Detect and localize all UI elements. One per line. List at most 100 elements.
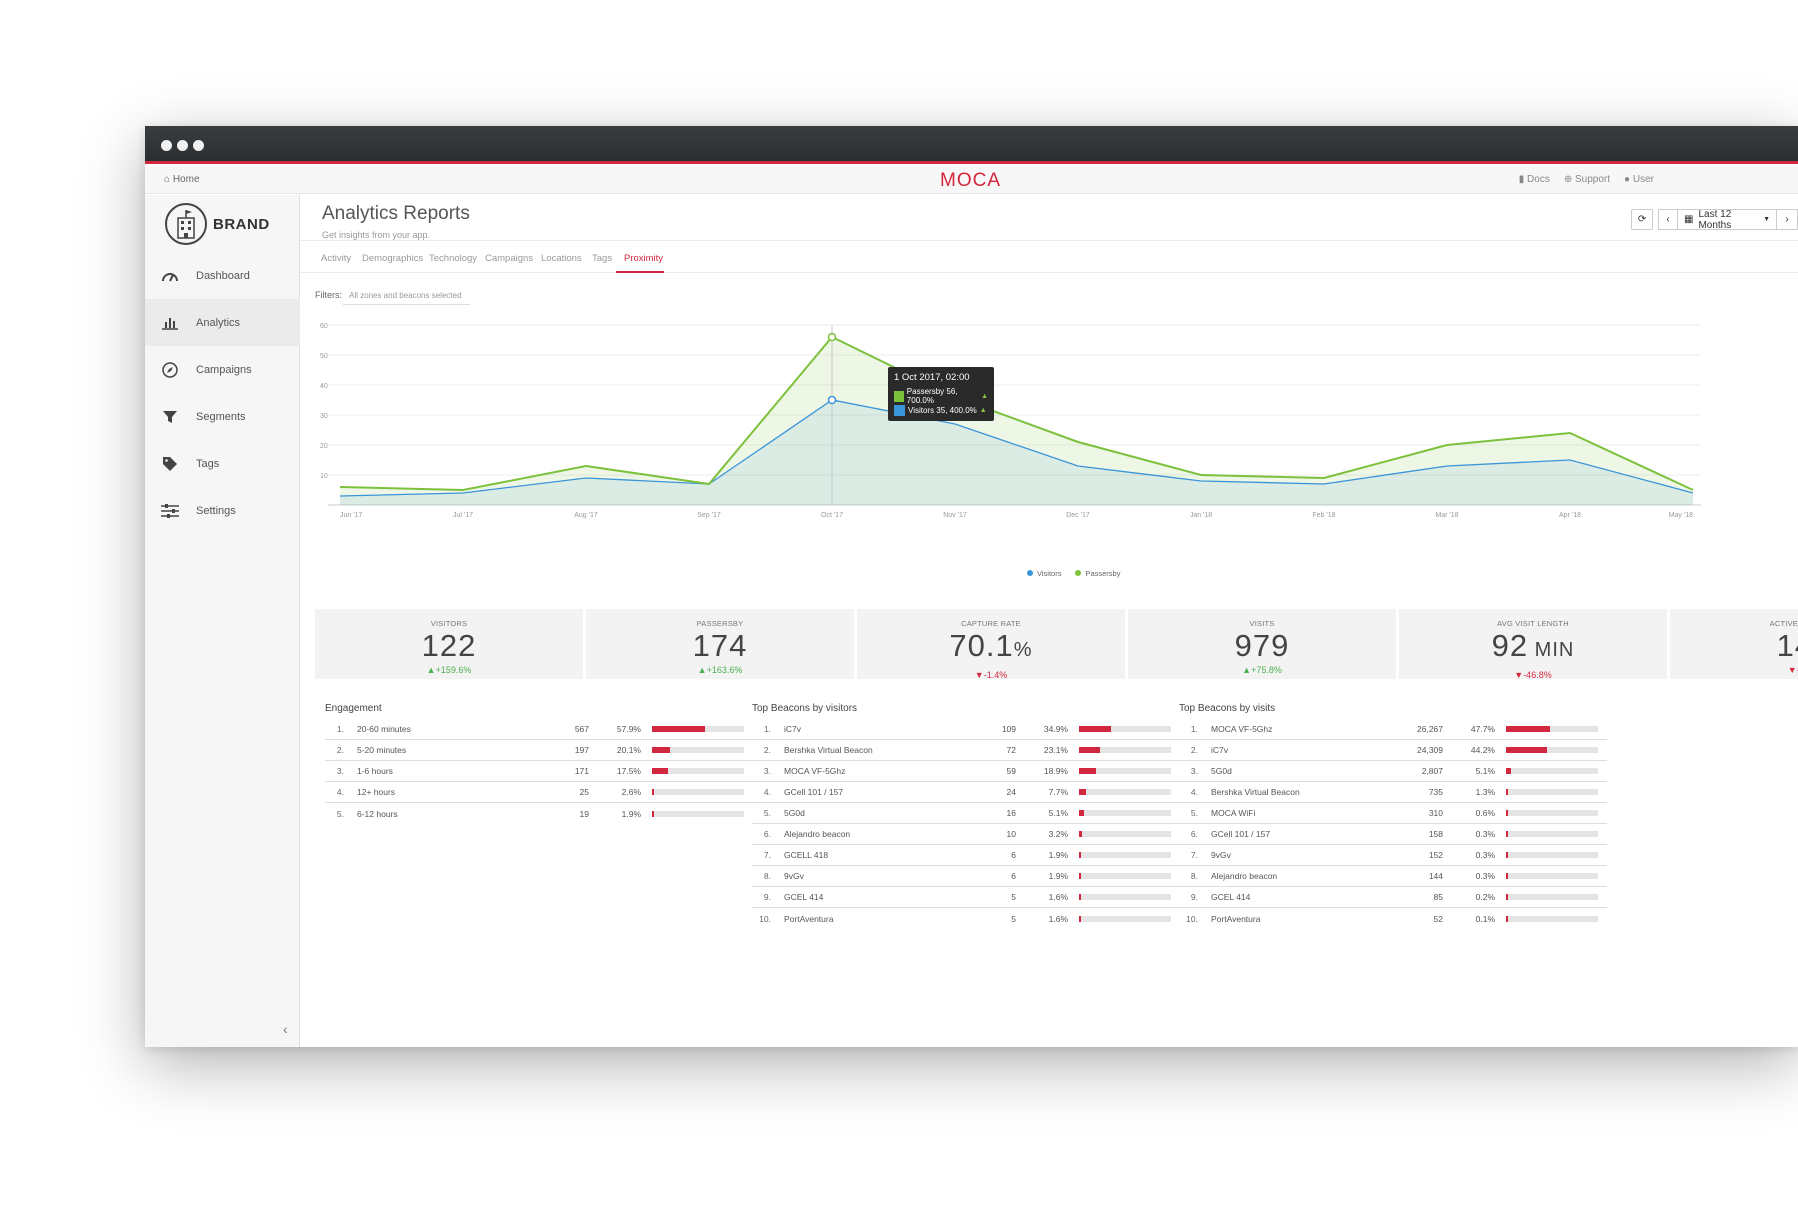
row-rank: 5.: [1190, 808, 1198, 818]
row-count: 144: [1428, 871, 1443, 881]
table-row: 5. 6-12 hours 19 1.9%: [325, 803, 753, 824]
row-name: MOCA VF-5Ghz: [1211, 724, 1273, 734]
table-row: 8. 9vGv 6 1.9%: [752, 866, 1180, 887]
brand-name: BRAND: [213, 215, 270, 233]
tab-locations[interactable]: Locations: [541, 253, 582, 264]
tab-demographics[interactable]: Demographics: [362, 253, 424, 264]
sidebar-item-campaigns[interactable]: Campaigns: [145, 346, 300, 393]
tab-campaigns[interactable]: Campaigns: [485, 253, 534, 264]
sidebar-item-segments[interactable]: Segments: [145, 393, 300, 440]
tag-icon: [161, 456, 179, 472]
row-name: 9vGv: [784, 871, 804, 881]
legend-dot-icon: [1075, 570, 1082, 576]
progress-bar-fill: [1506, 789, 1508, 795]
row-rank: 4.: [1190, 787, 1198, 797]
docs-link[interactable]: ▮ Docs: [1518, 174, 1550, 185]
sidebar-item-dashboard[interactable]: Dashboard: [145, 252, 300, 299]
row-percent: 17.5%: [616, 766, 641, 776]
chevron-left-icon: ‹: [1666, 214, 1670, 225]
row-rank: 2.: [336, 745, 344, 755]
row-name: 9vGv: [1211, 850, 1231, 860]
row-name: MOCA WiFi: [1211, 808, 1256, 818]
report-tabs: Activity Demographics Technology Campaig…: [300, 240, 1798, 273]
kpi-label: ACTIVE BEACONS: [1769, 619, 1798, 628]
kpi-card: PASSERSBY 174 ▲+163.6%: [586, 609, 854, 679]
progress-bar-fill: [1506, 831, 1508, 837]
tab-proximity[interactable]: Proximity: [624, 253, 664, 264]
table-row: 1. MOCA VF-5Ghz 26,267 47.7%: [1179, 719, 1607, 740]
row-rank: 2.: [763, 745, 771, 755]
chevron-right-icon: ›: [1785, 214, 1789, 225]
row-rank: 5.: [336, 808, 344, 819]
top-beacons-visits-table: Top Beacons by visits 1. MOCA VF-5Ghz 26,26…: [1179, 703, 1607, 929]
row-bar: [1068, 915, 1180, 922]
brand[interactable]: BRAND: [165, 203, 270, 245]
bar-chart-icon: [161, 315, 179, 331]
legend-item-passersby[interactable]: Passersby: [1075, 569, 1120, 578]
row-percent: 44.2%: [1470, 745, 1495, 755]
book-icon: ▮: [1518, 174, 1525, 185]
row-percent: 1.9%: [1048, 871, 1068, 881]
x-tick-label: Aug '17: [574, 512, 598, 519]
progress-bar-fill: [652, 789, 655, 795]
table-title: Engagement: [325, 703, 382, 714]
legend-item-visitors[interactable]: Visitors: [1027, 569, 1061, 578]
progress-bar-track: [1506, 768, 1598, 774]
row-percent: 2.6%: [621, 787, 641, 797]
kpi-row: VISITORS 122 ▲+159.6% PASSERSBY 174 ▲+163.6% C…: [315, 609, 1798, 680]
tab-activity[interactable]: Activity: [321, 253, 352, 264]
row-rank: 8.: [763, 871, 771, 881]
y-tick-label: 10: [320, 473, 328, 480]
kpi-card: CAPTURE RATE 70.1% ▼-1.4%: [857, 609, 1125, 680]
progress-bar-fill: [1079, 768, 1097, 774]
row-count: 59: [1006, 766, 1016, 776]
row-rank: 4.: [763, 787, 771, 797]
sidebar-item-tags[interactable]: Tags: [145, 440, 300, 487]
tab-tags[interactable]: Tags: [592, 253, 613, 264]
row-percent: 47.7%: [1470, 724, 1495, 734]
x-tick-label: Dec '17: [1066, 512, 1090, 519]
row-name: GCEL 414: [1211, 892, 1251, 902]
row-rank: 2.: [1190, 745, 1198, 755]
table-row: 6. GCell 101 / 157 158 0.3%: [1179, 824, 1607, 845]
collapse-sidebar-icon[interactable]: ‹: [283, 1021, 288, 1037]
row-count: 52: [1433, 913, 1443, 924]
user-menu[interactable]: ● User: [1624, 174, 1654, 185]
row-bar: [1495, 810, 1607, 816]
row-name: GCell 101 / 157: [1211, 829, 1271, 839]
row-name: MOCA VF-5Ghz: [784, 766, 846, 776]
home-link[interactable]: ⌂ Home: [164, 174, 200, 185]
passersby-line: [339, 335, 1694, 492]
row-bar: [1068, 873, 1180, 879]
x-tick-label: Nov '17: [943, 512, 967, 519]
progress-bar-fill: [1506, 747, 1547, 753]
row-count: 2,807: [1421, 766, 1443, 776]
date-range-dropdown[interactable]: ▦ Last 12 Months ▼: [1677, 209, 1777, 231]
top-navbar: ⌂ Home MOCA ▮ Docs ⊕ Support ● User: [145, 167, 1798, 194]
kpi-delta: ▼-2.9%: [1670, 665, 1798, 675]
window-dot-icon[interactable]: [161, 140, 172, 151]
moca-logo[interactable]: MOCA: [940, 170, 1001, 191]
window-dot-icon[interactable]: [193, 140, 204, 151]
tab-technology[interactable]: Technology: [429, 253, 478, 264]
filters-select[interactable]: All zones and beacons selected: [343, 289, 470, 305]
window-dot-icon[interactable]: [177, 140, 188, 151]
row-percent: 18.9%: [1043, 766, 1068, 776]
arrow-down-icon: ▼: [1787, 665, 1797, 675]
next-period-button[interactable]: ›: [1776, 209, 1798, 230]
kpi-unit: MIN: [1528, 639, 1575, 661]
sidebar-item-settings[interactable]: Settings: [145, 487, 300, 534]
row-bar: [641, 789, 753, 795]
support-link[interactable]: ⊕ Support: [1563, 174, 1611, 185]
sidebar: BRAND Dashboard Analytics Campaigns Segm…: [145, 195, 300, 1047]
row-name: Bershka Virtual Beacon: [1211, 787, 1300, 797]
sidebar-item-analytics[interactable]: Analytics: [145, 299, 300, 346]
row-percent: 57.9%: [616, 724, 641, 734]
visitors-line: [339, 399, 1694, 497]
gauge-icon: [161, 268, 179, 284]
row-rank: 7.: [763, 850, 771, 860]
refresh-button[interactable]: ⟳: [1631, 209, 1653, 230]
passersby-area: [340, 337, 1693, 505]
sliders-icon: [161, 503, 179, 519]
previous-period-button[interactable]: ‹: [1658, 209, 1678, 230]
